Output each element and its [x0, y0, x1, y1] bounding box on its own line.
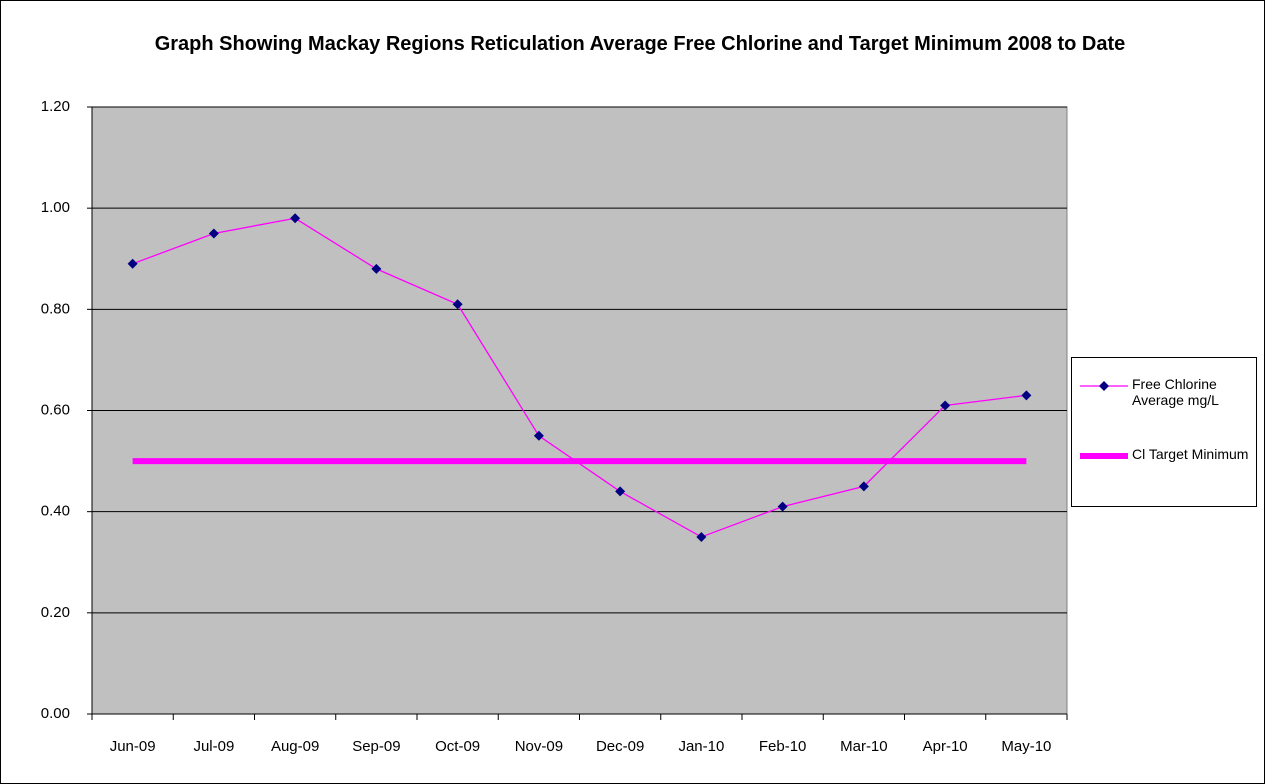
legend-label: Cl Target Minimum [1132, 446, 1249, 462]
x-tick-label: Feb-10 [759, 738, 807, 755]
y-tick-label: 0.20 [41, 604, 70, 621]
data-point [371, 263, 382, 274]
y-tick-label: 1.20 [41, 98, 70, 115]
x-tick-label: May-10 [1001, 738, 1051, 755]
chart-title: Graph Showing Mackay Regions Reticulatio… [154, 33, 1126, 55]
x-tick-label: Apr-10 [923, 738, 968, 755]
legend-swatch [1080, 453, 1128, 459]
legend-label: Free Chlorine Average mg/L [1132, 376, 1219, 408]
x-tick-label: Aug-09 [271, 738, 319, 755]
y-tick-label: 0.00 [41, 705, 70, 722]
y-tick-label: 1.00 [41, 199, 70, 216]
data-point [290, 213, 301, 224]
y-tick-label: 0.40 [41, 503, 70, 520]
data-point [533, 430, 544, 441]
x-tick-label: Mar-10 [840, 738, 888, 755]
data-point [777, 501, 788, 512]
x-tick-label: Jan-10 [678, 738, 724, 755]
data-point [208, 228, 219, 239]
data-point [696, 531, 707, 542]
data-point [127, 258, 138, 269]
legend-item: Cl Target Minimum [1072, 446, 1258, 496]
legend-marker [1099, 381, 1109, 391]
legend-swatch [1080, 381, 1128, 391]
x-tick-label: Jun-09 [110, 738, 156, 755]
data-point [940, 400, 951, 411]
legend-item: Free Chlorine Average mg/L [1072, 376, 1258, 426]
x-tick-label: Jul-09 [193, 738, 234, 755]
x-tick-label: Nov-09 [515, 738, 563, 755]
y-tick-label: 0.60 [41, 401, 70, 418]
data-point [1021, 390, 1032, 401]
data-point [452, 299, 463, 310]
x-tick-label: Sep-09 [352, 738, 400, 755]
legend: Free Chlorine Average mg/L Cl Target Mini… [1071, 357, 1257, 507]
x-tick-label: Oct-09 [435, 738, 480, 755]
data-point [615, 486, 626, 497]
x-tick-label: Dec-09 [596, 738, 644, 755]
y-tick-label: 0.80 [41, 300, 70, 317]
data-point [858, 481, 869, 492]
